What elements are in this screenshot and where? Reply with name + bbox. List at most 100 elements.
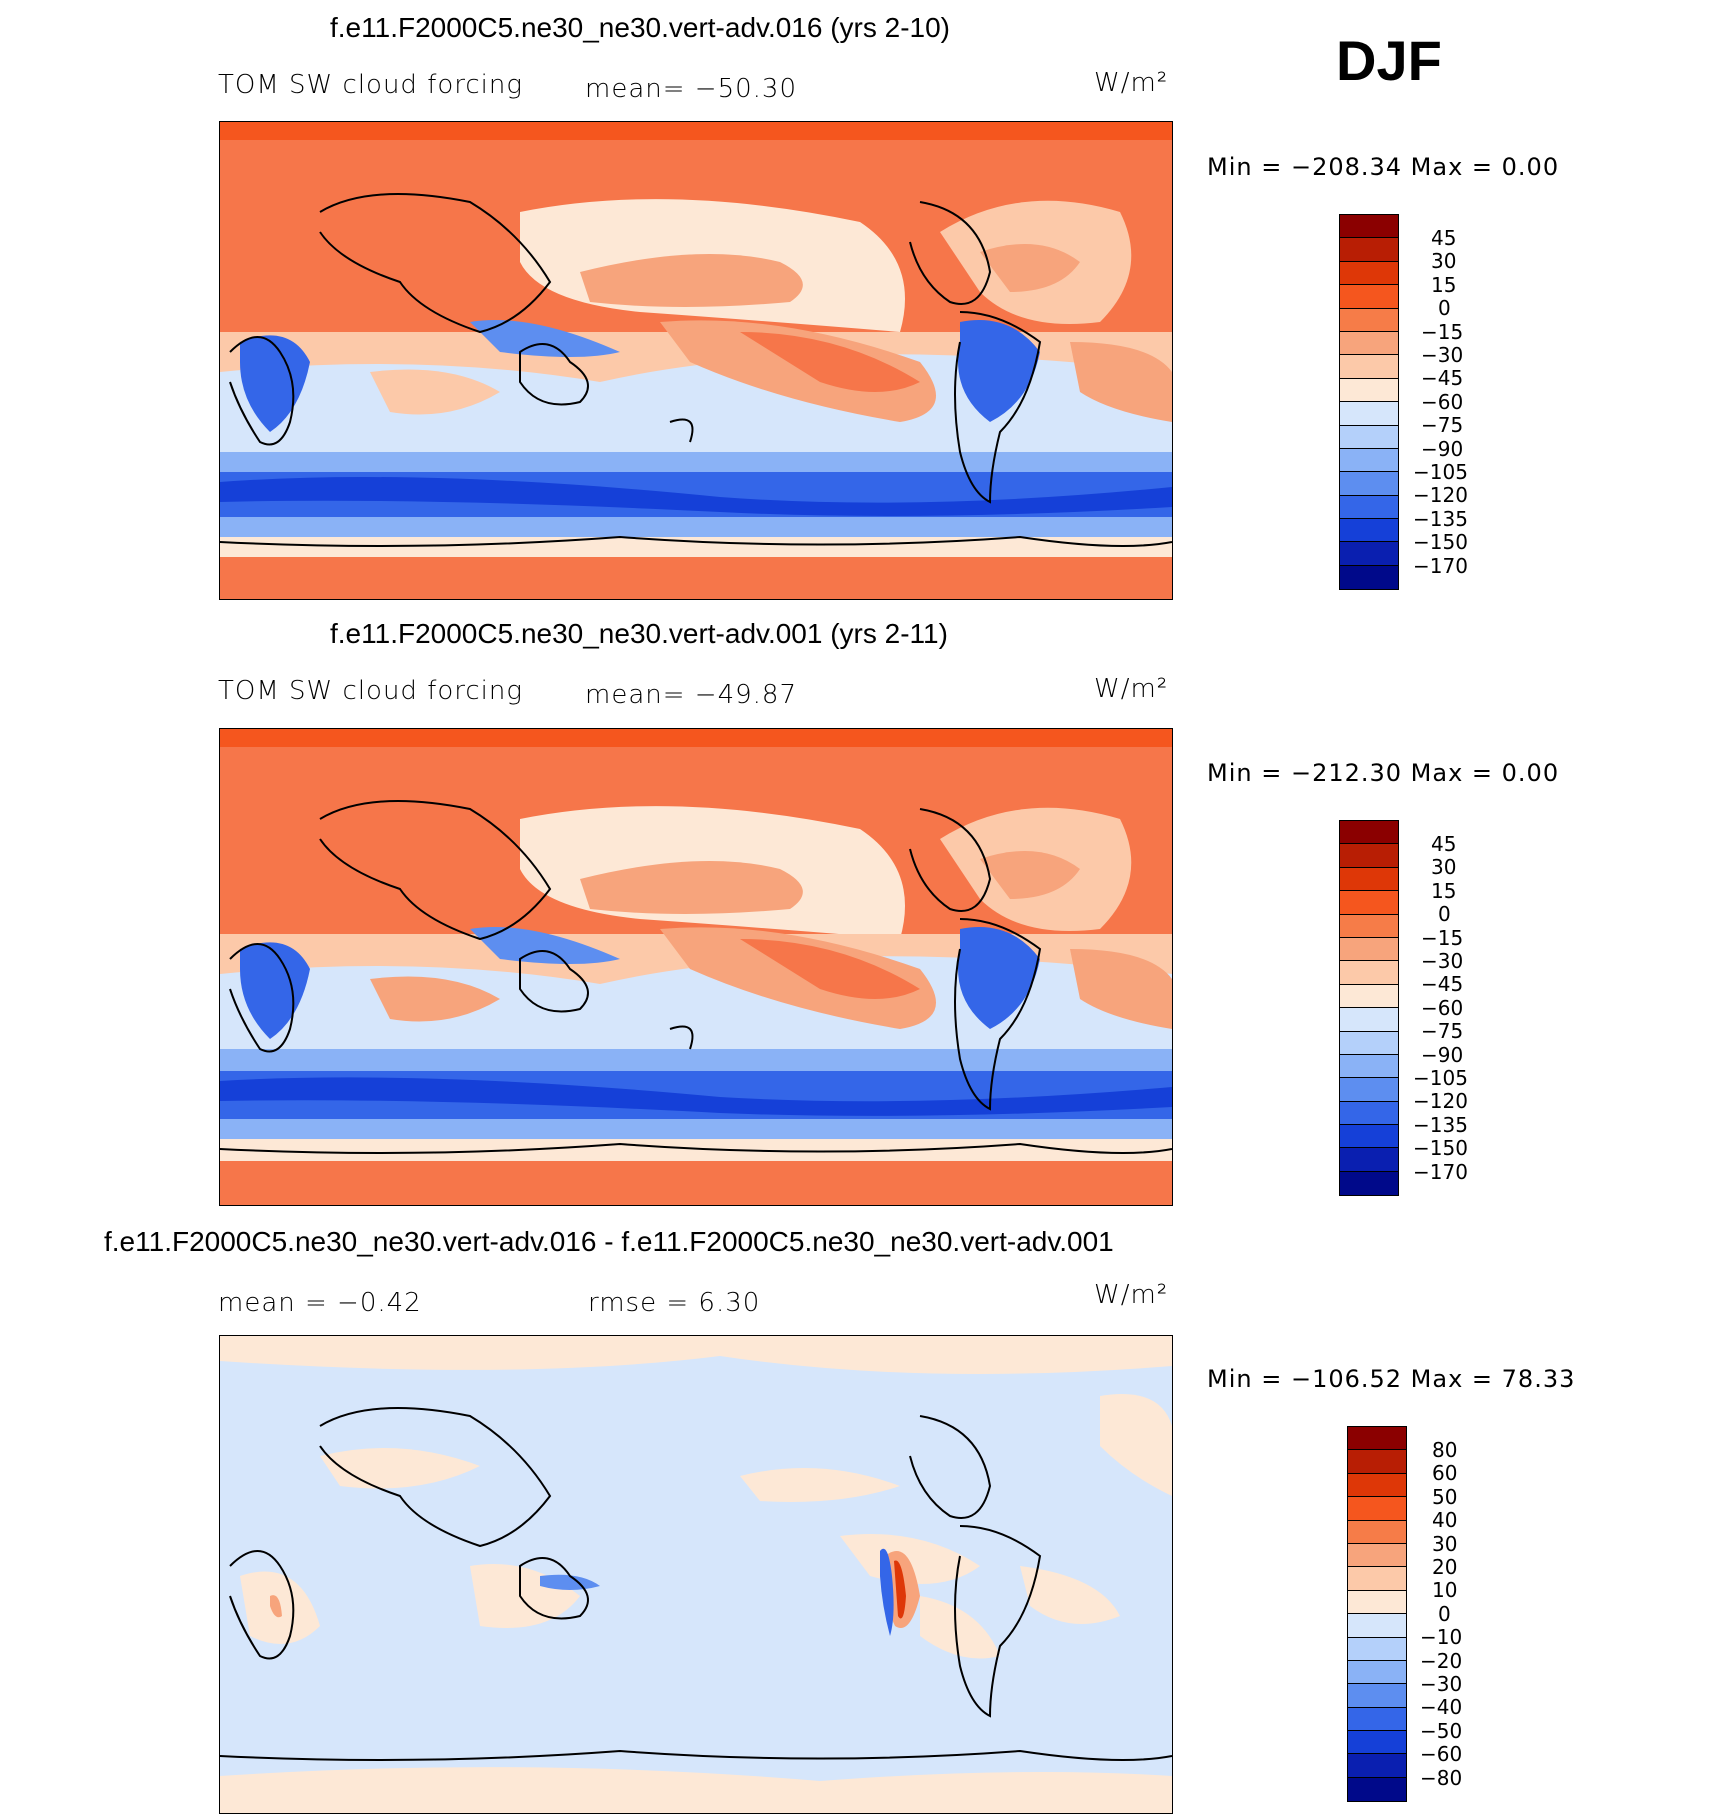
panel-2-mean: mean= −49.87 <box>585 680 798 710</box>
colorbar-label: 30 <box>1431 249 1457 274</box>
colorbar-label: 0 <box>1438 296 1451 321</box>
colorbar-label: 50 <box>1432 1484 1458 1509</box>
colorbar-label: 30 <box>1432 1531 1458 1556</box>
colorbar-cell <box>1340 285 1398 309</box>
colorbar-cell <box>1340 1008 1398 1032</box>
colorbar-label: −30 <box>1421 343 1464 367</box>
colorbar-cell <box>1340 238 1398 262</box>
colorbar-label: −120 <box>1413 483 1468 508</box>
colorbar-label: 80 <box>1432 1438 1458 1462</box>
panel-2-units: W/m² <box>1094 674 1169 704</box>
colorbar-label: −105 <box>1413 1066 1468 1090</box>
panel-3-rmse: rmse = 6.30 <box>588 1288 761 1318</box>
colorbar-label: 0 <box>1438 1601 1451 1626</box>
panel-2-title: f.e11.F2000C5.ne30_ne30.vert-adv.001 (yr… <box>330 618 948 649</box>
colorbar-label: −150 <box>1413 530 1468 555</box>
colorbar-cell <box>1340 891 1398 915</box>
colorbar-label: −60 <box>1421 995 1464 1020</box>
colorbar-cell <box>1340 1125 1398 1149</box>
colorbar-cell <box>1340 1078 1398 1102</box>
colorbar-cell <box>1348 1497 1406 1521</box>
colorbar-label: −45 <box>1421 972 1464 997</box>
colorbar-cell <box>1340 495 1398 520</box>
colorbar-label: −90 <box>1421 436 1464 461</box>
colorbar-cell <box>1340 308 1398 332</box>
panel-3-map <box>219 1335 1173 1814</box>
colorbar-cell <box>1340 1171 1398 1196</box>
colorbar-label: 0 <box>1438 902 1451 927</box>
colorbar-label: −75 <box>1421 413 1464 438</box>
colorbar-cell <box>1340 472 1398 496</box>
colorbar-label: −45 <box>1421 366 1464 391</box>
colorbar-label: −135 <box>1413 1112 1468 1137</box>
colorbar-cell <box>1340 914 1398 938</box>
colorbar-cell <box>1340 1054 1398 1079</box>
colorbar-cell <box>1348 1660 1406 1685</box>
colorbar-cell <box>1348 1637 1406 1661</box>
colorbar-cell <box>1340 1148 1398 1172</box>
colorbar-cell <box>1348 1450 1406 1474</box>
colorbar-cell <box>1340 542 1398 566</box>
colorbar-cell <box>1348 1731 1406 1755</box>
panel-3-colorbar <box>1347 1426 1407 1803</box>
colorbar-cell <box>1340 867 1398 892</box>
colorbar-cell <box>1348 1567 1406 1591</box>
colorbar-label: −135 <box>1413 506 1468 531</box>
colorbar-cell <box>1340 215 1398 239</box>
colorbar-cell <box>1348 1590 1406 1615</box>
colorbar-cell <box>1340 1031 1398 1055</box>
colorbar-label: −150 <box>1413 1136 1468 1161</box>
colorbar-label: −75 <box>1421 1019 1464 1044</box>
colorbar-cell <box>1340 984 1398 1009</box>
panel-1-map <box>219 121 1173 600</box>
panel-1-colorbar <box>1339 214 1399 591</box>
panel-2-variable: TOM SW cloud forcing <box>218 676 523 706</box>
season-label: DJF <box>1336 29 1442 92</box>
panel-1-mean: mean= −50.30 <box>585 74 798 104</box>
colorbar-cell <box>1348 1777 1406 1802</box>
colorbar-cell <box>1340 565 1398 590</box>
colorbar-cell <box>1340 331 1398 356</box>
colorbar-label: −20 <box>1420 1648 1463 1673</box>
colorbar-cell <box>1340 378 1398 403</box>
panel-2-map <box>219 728 1173 1206</box>
panel-2-minmax: Min = −212.30 Max = 0.00 <box>1207 759 1560 787</box>
colorbar-label: −30 <box>1421 949 1464 973</box>
colorbar-cell <box>1348 1520 1406 1544</box>
colorbar-label: 20 <box>1432 1555 1458 1579</box>
panel-3-minmax: Min = −106.52 Max = 78.33 <box>1207 1365 1576 1393</box>
colorbar-label: −10 <box>1420 1625 1463 1650</box>
colorbar-cell <box>1340 937 1398 962</box>
colorbar-cell <box>1348 1614 1406 1638</box>
colorbar-label: −30 <box>1420 1672 1463 1696</box>
panel-1-minmax: Min = −208.34 Max = 0.00 <box>1207 153 1560 181</box>
panel-1-variable: TOM SW cloud forcing <box>218 70 523 100</box>
colorbar-label: 40 <box>1432 1508 1458 1533</box>
panel-1-units: W/m² <box>1094 68 1169 98</box>
colorbar-cell <box>1340 425 1398 449</box>
colorbar-cell <box>1348 1543 1406 1568</box>
colorbar-cell <box>1340 961 1398 985</box>
panel-3-mean: mean = −0.42 <box>218 1288 422 1318</box>
colorbar-cell <box>1340 844 1398 868</box>
colorbar-cell <box>1340 448 1398 473</box>
panel-2-colorbar <box>1339 820 1399 1197</box>
colorbar-cell <box>1340 1101 1398 1126</box>
colorbar-label: −50 <box>1420 1718 1463 1743</box>
colorbar-label: 60 <box>1432 1461 1458 1486</box>
panel-1-title: f.e11.F2000C5.ne30_ne30.vert-adv.016 (yr… <box>330 12 951 43</box>
colorbar-label: −170 <box>1413 553 1468 578</box>
colorbar-label: 10 <box>1432 1578 1458 1603</box>
colorbar-cell <box>1340 355 1398 379</box>
colorbar-label: 45 <box>1431 226 1457 250</box>
colorbar-cell <box>1340 402 1398 426</box>
colorbar-label: −60 <box>1421 389 1464 414</box>
colorbar-label: 45 <box>1431 832 1457 856</box>
colorbar-label: −90 <box>1421 1042 1464 1067</box>
colorbar-label: −80 <box>1420 1765 1463 1790</box>
panel-3-units: W/m² <box>1094 1280 1169 1310</box>
colorbar-cell <box>1340 261 1398 286</box>
colorbar-label: 30 <box>1431 855 1457 880</box>
colorbar-cell <box>1348 1427 1406 1451</box>
colorbar-label: −105 <box>1413 460 1468 484</box>
